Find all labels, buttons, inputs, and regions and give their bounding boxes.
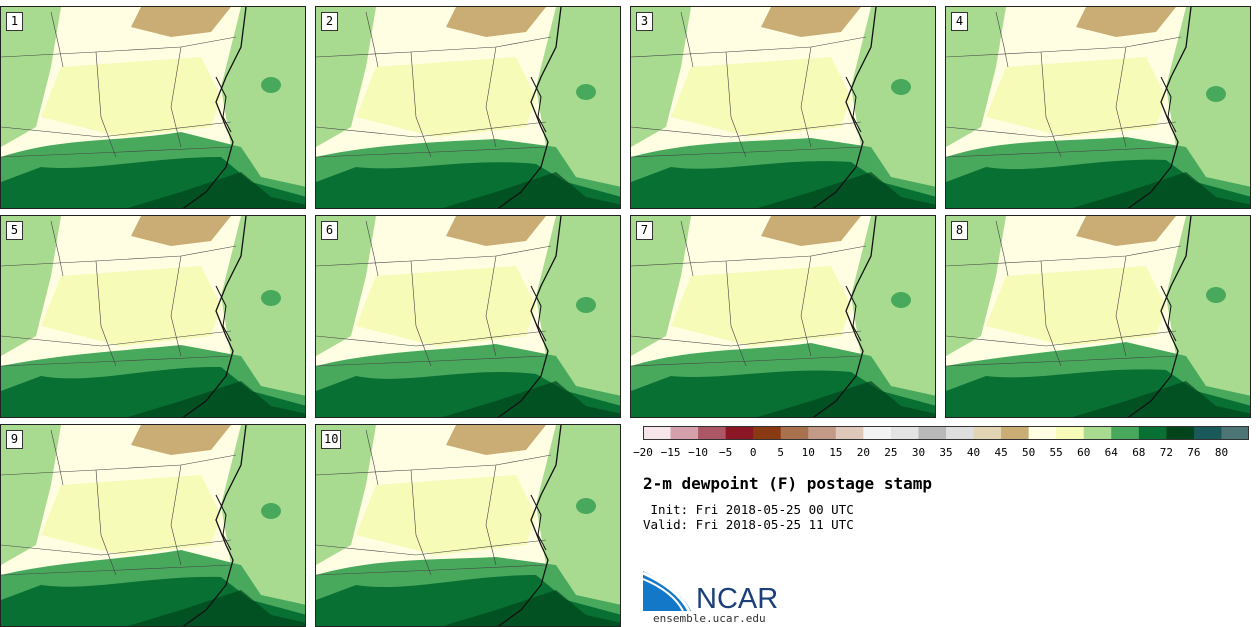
colorbar-tick-label: 55 <box>1049 446 1063 459</box>
colorbar-bin <box>1166 426 1195 440</box>
colorbar-bin <box>863 426 892 440</box>
colorbar-tick-label: −5 <box>719 446 733 459</box>
colorbar-tick-label: 50 <box>1022 446 1036 459</box>
colorbar-bin <box>973 426 1002 440</box>
colorbar-bin <box>1138 426 1167 440</box>
dewpoint-map <box>631 216 935 417</box>
chart-title: 2-m dewpoint (F) postage stamp <box>643 474 932 493</box>
colorbar-bin <box>643 426 672 440</box>
colorbar-tick-label: −15 <box>660 446 681 459</box>
colorbar-bin <box>1111 426 1140 440</box>
colorbar-bin <box>1193 426 1222 440</box>
member-number-label: 4 <box>951 12 968 31</box>
dewpoint-map <box>316 425 620 626</box>
colorbar-tick-label: 20 <box>856 446 870 459</box>
dewpoint-map <box>1 425 305 626</box>
colorbar-tick-label: 76 <box>1187 446 1201 459</box>
colorbar-tick-label: 45 <box>994 446 1008 459</box>
member-number-label: 1 <box>6 12 23 31</box>
member-number-label: 6 <box>321 221 338 240</box>
colorbar-bin <box>670 426 699 440</box>
member-number-label: 8 <box>951 221 968 240</box>
ensemble-member-panel: 4 <box>945 6 1251 209</box>
colorbar-bin <box>1056 426 1085 440</box>
colorbar-bin <box>918 426 947 440</box>
ensemble-member-panel: 2 <box>315 6 621 209</box>
member-number-label: 9 <box>6 430 23 449</box>
colorbar-tick-label: 5 <box>777 446 785 459</box>
colorbar-tick-label: 80 <box>1214 446 1229 459</box>
dewpoint-map <box>316 216 620 417</box>
colorbar-tick-label: 10 <box>801 446 815 459</box>
dewpoint-map <box>946 7 1250 208</box>
colorbar-bin <box>946 426 975 440</box>
colorbar-tick-label: 64 <box>1104 446 1118 459</box>
ensemble-member-panel: 5 <box>0 215 306 418</box>
colorbar-bin <box>753 426 782 440</box>
colorbar-bin <box>890 426 919 440</box>
colorbar-bin <box>1083 426 1112 440</box>
colorbar-tick-label: 0 <box>749 446 757 459</box>
dewpoint-map <box>631 7 935 208</box>
dewpoint-map <box>946 216 1250 417</box>
colorbar-bin <box>780 426 809 440</box>
colorbar-tick-label: −20 <box>633 446 653 459</box>
ensemble-member-panel: 6 <box>315 215 621 418</box>
ensemble-member-panel: 1 <box>0 6 306 209</box>
colorbar-bin <box>1001 426 1030 440</box>
colorbar-bin <box>698 426 727 440</box>
dewpoint-map <box>1 7 305 208</box>
member-number-label: 10 <box>321 430 342 449</box>
ensemble-member-panel: 7 <box>630 215 936 418</box>
colorbar-tick-label: 60 <box>1077 446 1091 459</box>
ensemble-member-panel: 8 <box>945 215 1251 418</box>
dewpoint-map <box>316 7 620 208</box>
colorbar-bin <box>808 426 837 440</box>
member-number-label: 7 <box>636 221 653 240</box>
member-number-label: 2 <box>321 12 338 31</box>
logo-name: NCAR <box>696 583 779 615</box>
member-number-label: 5 <box>6 221 23 240</box>
ensemble-member-panel: 9 <box>0 424 306 627</box>
colorbar-bin <box>1028 426 1057 440</box>
ensemble-member-panel: 10 <box>315 424 621 627</box>
member-number-label: 3 <box>636 12 653 31</box>
colorbar-tick-label: 35 <box>939 446 953 459</box>
colorbar <box>643 426 1249 440</box>
colorbar-tick-label: 15 <box>829 446 843 459</box>
colorbar-tick-label: 68 <box>1132 446 1146 459</box>
colorbar-bin <box>835 426 864 440</box>
ncar-logo-icon <box>643 571 691 611</box>
colorbar-outline <box>643 426 1249 440</box>
colorbar-tick-label: −10 <box>688 446 709 459</box>
colorbar-bin <box>1221 426 1249 440</box>
colorbar-bin <box>725 426 754 440</box>
colorbar-tick-label: 25 <box>884 446 898 459</box>
valid-time: Valid: Fri 2018-05-25 11 UTC <box>643 517 854 532</box>
init-time: Init: Fri 2018-05-25 00 UTC <box>643 502 854 517</box>
colorbar-tick-label: 40 <box>966 446 981 459</box>
colorbar-tick-label: 72 <box>1159 446 1173 459</box>
colorbar-tick-label: 30 <box>911 446 926 459</box>
site-url: ensemble.ucar.edu <box>653 612 766 625</box>
ensemble-member-panel: 3 <box>630 6 936 209</box>
dewpoint-map <box>1 216 305 417</box>
